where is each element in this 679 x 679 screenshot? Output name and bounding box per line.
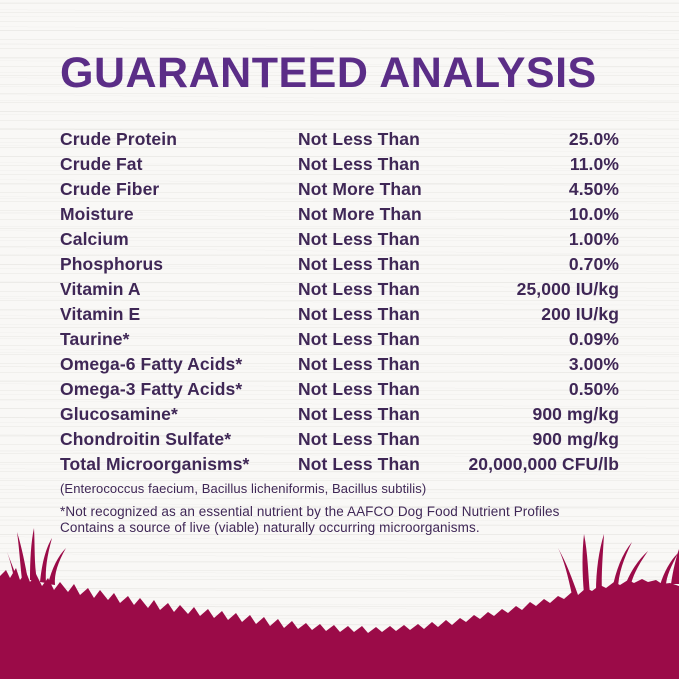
table-row: Moisture Not More Than 10.0%	[60, 204, 619, 229]
nutrient-value: 1.00%	[568, 229, 619, 249]
qualifier: Not Less Than	[298, 404, 420, 424]
qualifier: Not Less Than	[298, 379, 420, 399]
label-content: GUARANTEED ANALYSIS Crude Protein Not Le…	[60, 52, 619, 536]
page-title: GUARANTEED ANALYSIS	[60, 49, 597, 97]
nutrient-name: Omega-3 Fatty Acids*	[60, 379, 243, 399]
nutrient-name: Crude Fiber	[60, 179, 160, 199]
grass-silhouette	[0, 528, 679, 679]
nutrient-name: Glucosamine*	[60, 404, 178, 424]
guaranteed-analysis-table: Crude Protein Not Less Than 25.0% Crude …	[60, 129, 619, 479]
nutrient-value: 11.0%	[569, 154, 619, 174]
table-row: Chondroitin Sulfate* Not Less Than 900 m…	[60, 429, 619, 454]
qualifier: Not Less Than	[298, 429, 420, 449]
microorganism-species-note: (Enterococcus faecium, Bacillus lichenif…	[60, 481, 427, 496]
nutrient-value: 4.50%	[568, 179, 619, 199]
table-row: Vitamin E Not Less Than 200 IU/kg	[60, 304, 619, 329]
nutrient-name: Crude Protein	[60, 129, 178, 149]
nutrient-name: Omega-6 Fatty Acids*	[60, 354, 243, 374]
nutrient-name: Calcium	[60, 229, 129, 249]
table-row: Crude Protein Not Less Than 25.0%	[60, 129, 619, 154]
qualifier: Not Less Than	[298, 304, 420, 324]
footnote-aafco: *Not recognized as an essential nutrient…	[60, 504, 560, 519]
table-row: Omega-3 Fatty Acids* Not Less Than 0.50%	[60, 379, 619, 404]
footnote-live-microorganisms: Contains a source of live (viable) natur…	[60, 519, 480, 535]
table-row: Glucosamine* Not Less Than 900 mg/kg	[60, 404, 619, 429]
nutrient-value: 25,000 IU/kg	[516, 279, 619, 299]
table-row: Omega-6 Fatty Acids* Not Less Than 3.00%	[60, 354, 619, 379]
qualifier: Not Less Than	[298, 329, 420, 349]
footnotes: *Not recognized as an essential nutrient…	[60, 504, 619, 536]
nutrient-name: Vitamin A	[60, 279, 141, 299]
table-row: Phosphorus Not Less Than 0.70%	[60, 254, 619, 279]
nutrient-value: 900 mg/kg	[532, 429, 619, 449]
qualifier: Not Less Than	[298, 454, 420, 474]
qualifier: Not Less Than	[298, 354, 420, 374]
qualifier: Not More Than	[298, 204, 422, 224]
nutrient-value: 0.50%	[568, 379, 619, 399]
nutrient-value: 25.0%	[568, 129, 619, 149]
qualifier: Not Less Than	[298, 229, 420, 249]
nutrient-name: Crude Fat	[60, 154, 143, 174]
nutrient-value: 0.70%	[568, 254, 619, 274]
nutrient-name: Chondroitin Sulfate*	[60, 429, 232, 449]
nutrient-name: Vitamin E	[60, 304, 141, 324]
qualifier: Not Less Than	[298, 254, 420, 274]
nutrient-name: Taurine*	[60, 329, 130, 349]
nutrient-value: 10.0%	[568, 204, 619, 224]
qualifier: Not Less Than	[298, 279, 420, 299]
table-row: Taurine* Not Less Than 0.09%	[60, 329, 619, 354]
table-row: Vitamin A Not Less Than 25,000 IU/kg	[60, 279, 619, 304]
qualifier: Not Less Than	[298, 154, 420, 174]
table-row: Calcium Not Less Than 1.00%	[60, 229, 619, 254]
nutrient-value: 20,000,000 CFU/lb	[468, 454, 619, 474]
qualifier: Not Less Than	[298, 129, 420, 149]
nutrient-value: 3.00%	[568, 354, 619, 374]
table-row: Crude Fiber Not More Than 4.50%	[60, 179, 619, 204]
nutrient-name: Moisture	[60, 204, 134, 224]
nutrient-value: 900 mg/kg	[532, 404, 619, 424]
qualifier: Not More Than	[298, 179, 422, 199]
nutrient-name: Phosphorus	[60, 254, 164, 274]
nutrient-name: Total Microorganisms*	[60, 454, 250, 474]
nutrient-value: 0.09%	[568, 329, 619, 349]
table-row: Total Microorganisms* Not Less Than 20,0…	[60, 454, 619, 479]
table-row: Crude Fat Not Less Than 11.0%	[60, 154, 619, 179]
nutrient-value: 200 IU/kg	[541, 304, 619, 324]
